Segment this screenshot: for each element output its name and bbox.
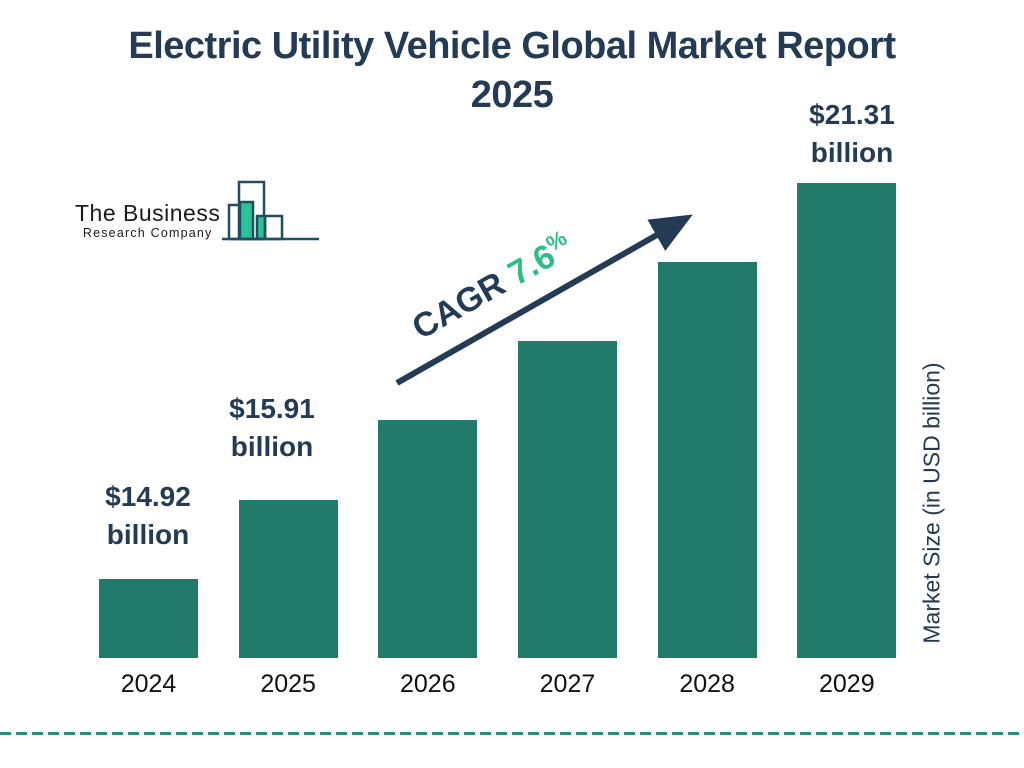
bar-2026 — [378, 420, 478, 658]
value-label-2024-unit: billion — [106, 519, 190, 550]
bar-2025 — [238, 500, 338, 658]
x-tick-2027: 2027 — [539, 670, 596, 698]
y-axis-label: Market Size (in USD billion) — [918, 362, 945, 644]
bar-2024 — [99, 579, 198, 658]
value-label-2029-unit: billion — [810, 137, 894, 168]
logo-text: The Business Research Company — [75, 200, 220, 242]
bar-2029 — [797, 183, 897, 658]
value-label-2025-unit: billion — [230, 431, 314, 462]
value-label-2029-amount: $21.31 — [809, 99, 895, 130]
logo: The Business Research Company — [75, 176, 322, 242]
value-label-2025: $15.91 billion — [178, 390, 366, 466]
x-tick-2029: 2029 — [818, 670, 875, 698]
x-tick-2028: 2028 — [679, 670, 735, 698]
page-title-line2: 2025 — [470, 74, 554, 116]
value-label-2025-amount: $15.91 — [229, 393, 315, 424]
page-title-line1: Electric Utility Vehicle Global Market R… — [128, 25, 896, 67]
bottom-dashed-divider — [0, 732, 1024, 735]
page-title: Electric Utility Vehicle Global Market R… — [0, 22, 1024, 120]
x-tick-2025: 2025 — [260, 670, 316, 698]
logo-bar-chart-icon — [222, 180, 320, 241]
logo-name: The Business — [75, 200, 221, 226]
logo-subname: Research Company — [82, 226, 213, 240]
bar-2027 — [517, 341, 617, 658]
value-label-2024: $14.92 billion — [54, 478, 242, 554]
value-label-2024-amount: $14.92 — [105, 481, 191, 512]
value-label-2029: $21.31 billion — [758, 96, 946, 172]
x-tick-2026: 2026 — [400, 670, 456, 698]
growth-arrow-icon — [395, 214, 693, 386]
bar-2028 — [657, 262, 757, 658]
x-tick-2024: 2024 — [120, 670, 177, 698]
